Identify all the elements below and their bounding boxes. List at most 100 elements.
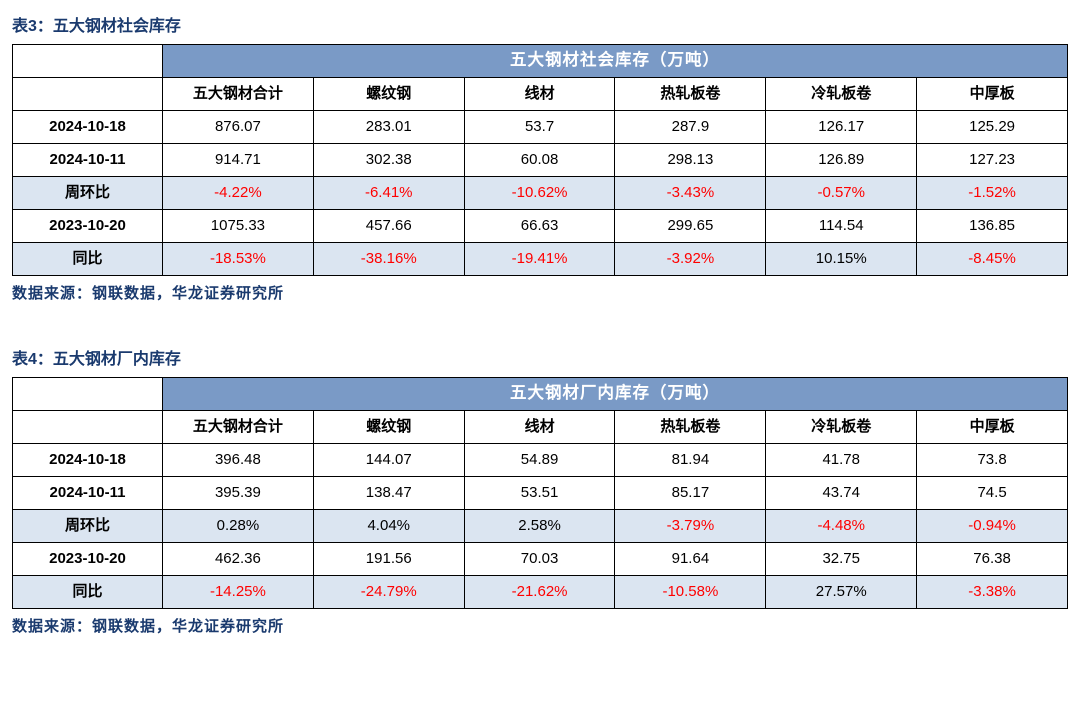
data-cell: -8.45%: [917, 243, 1068, 276]
data-cell: 41.78: [766, 444, 917, 477]
data-table: 五大钢材厂内库存（万吨）五大钢材合计螺纹钢线材热轧板卷冷轧板卷中厚板2024-1…: [12, 377, 1068, 609]
data-cell: 127.23: [917, 144, 1068, 177]
data-cell: 144.07: [313, 444, 464, 477]
data-cell: 396.48: [163, 444, 314, 477]
column-header: 线材: [464, 78, 615, 111]
table-row: 2024-10-18396.48144.0754.8981.9441.7873.…: [13, 444, 1068, 477]
row-label: 2024-10-11: [13, 477, 163, 510]
column-header: 螺纹钢: [313, 411, 464, 444]
data-cell: 126.17: [766, 111, 917, 144]
header-empty: [13, 411, 163, 444]
data-cell: 191.56: [313, 543, 464, 576]
data-cell: -10.58%: [615, 576, 766, 609]
data-cell: 66.63: [464, 210, 615, 243]
table-row: 周环比-4.22%-6.41%-10.62%-3.43%-0.57%-1.52%: [13, 177, 1068, 210]
data-cell: 74.5: [917, 477, 1068, 510]
data-cell: 2.58%: [464, 510, 615, 543]
corner-cell: [13, 45, 163, 78]
data-cell: -0.94%: [917, 510, 1068, 543]
data-cell: 10.15%: [766, 243, 917, 276]
column-header: 螺纹钢: [313, 78, 464, 111]
data-source: 数据来源：钢联数据，华龙证券研究所: [12, 615, 1068, 636]
data-cell: -18.53%: [163, 243, 314, 276]
data-cell: -19.41%: [464, 243, 615, 276]
table-row: 2023-10-20462.36191.5670.0391.6432.7576.…: [13, 543, 1068, 576]
data-cell: 876.07: [163, 111, 314, 144]
data-cell: 126.89: [766, 144, 917, 177]
column-header: 五大钢材合计: [163, 78, 314, 111]
data-cell: -4.48%: [766, 510, 917, 543]
row-label: 周环比: [13, 177, 163, 210]
row-label: 2023-10-20: [13, 210, 163, 243]
table-block-1: 表4：五大钢材厂内库存五大钢材厂内库存（万吨）五大钢材合计螺纹钢线材热轧板卷冷轧…: [12, 345, 1068, 636]
data-cell: -38.16%: [313, 243, 464, 276]
data-cell: -3.38%: [917, 576, 1068, 609]
table-caption: 表3：五大钢材社会库存: [12, 12, 1068, 36]
data-cell: -24.79%: [313, 576, 464, 609]
data-cell: 85.17: [615, 477, 766, 510]
data-cell: 138.47: [313, 477, 464, 510]
row-label: 2024-10-11: [13, 144, 163, 177]
data-cell: 91.64: [615, 543, 766, 576]
row-label: 周环比: [13, 510, 163, 543]
column-header: 热轧板卷: [615, 78, 766, 111]
data-cell: 27.57%: [766, 576, 917, 609]
corner-cell: [13, 378, 163, 411]
data-cell: 136.85: [917, 210, 1068, 243]
column-header: 五大钢材合计: [163, 411, 314, 444]
data-cell: 125.29: [917, 111, 1068, 144]
table-block-0: 表3：五大钢材社会库存五大钢材社会库存（万吨）五大钢材合计螺纹钢线材热轧板卷冷轧…: [12, 12, 1068, 303]
data-cell: 73.8: [917, 444, 1068, 477]
data-cell: 43.74: [766, 477, 917, 510]
data-cell: 54.89: [464, 444, 615, 477]
data-cell: 32.75: [766, 543, 917, 576]
data-cell: -3.43%: [615, 177, 766, 210]
table-row: 同比-18.53%-38.16%-19.41%-3.92%10.15%-8.45…: [13, 243, 1068, 276]
data-cell: 0.28%: [163, 510, 314, 543]
data-cell: 60.08: [464, 144, 615, 177]
column-header: 中厚板: [917, 78, 1068, 111]
data-cell: 4.04%: [313, 510, 464, 543]
column-header: 中厚板: [917, 411, 1068, 444]
header-empty: [13, 78, 163, 111]
row-label: 2024-10-18: [13, 444, 163, 477]
column-header: 冷轧板卷: [766, 411, 917, 444]
data-cell: -0.57%: [766, 177, 917, 210]
row-label: 同比: [13, 243, 163, 276]
data-cell: 70.03: [464, 543, 615, 576]
data-cell: -3.92%: [615, 243, 766, 276]
table-banner: 五大钢材社会库存（万吨）: [163, 45, 1068, 78]
data-cell: 462.36: [163, 543, 314, 576]
table-row: 2024-10-11395.39138.4753.5185.1743.7474.…: [13, 477, 1068, 510]
data-cell: 53.7: [464, 111, 615, 144]
data-cell: -21.62%: [464, 576, 615, 609]
row-label: 2024-10-18: [13, 111, 163, 144]
data-cell: -10.62%: [464, 177, 615, 210]
table-row: 同比-14.25%-24.79%-21.62%-10.58%27.57%-3.3…: [13, 576, 1068, 609]
column-header: 热轧板卷: [615, 411, 766, 444]
table-row: 2023-10-201075.33457.6666.63299.65114.54…: [13, 210, 1068, 243]
table-row: 2024-10-18876.07283.0153.7287.9126.17125…: [13, 111, 1068, 144]
table-row: 2024-10-11914.71302.3860.08298.13126.891…: [13, 144, 1068, 177]
data-cell: 914.71: [163, 144, 314, 177]
data-cell: 1075.33: [163, 210, 314, 243]
data-cell: 457.66: [313, 210, 464, 243]
data-cell: -14.25%: [163, 576, 314, 609]
data-cell: 395.39: [163, 477, 314, 510]
data-table: 五大钢材社会库存（万吨）五大钢材合计螺纹钢线材热轧板卷冷轧板卷中厚板2024-1…: [12, 44, 1068, 276]
row-label: 2023-10-20: [13, 543, 163, 576]
data-cell: 114.54: [766, 210, 917, 243]
row-label: 同比: [13, 576, 163, 609]
data-cell: 298.13: [615, 144, 766, 177]
data-cell: -1.52%: [917, 177, 1068, 210]
data-cell: 283.01: [313, 111, 464, 144]
data-cell: -3.79%: [615, 510, 766, 543]
data-cell: 76.38: [917, 543, 1068, 576]
table-caption: 表4：五大钢材厂内库存: [12, 345, 1068, 369]
data-cell: -4.22%: [163, 177, 314, 210]
column-header: 线材: [464, 411, 615, 444]
data-cell: 302.38: [313, 144, 464, 177]
data-cell: 299.65: [615, 210, 766, 243]
data-cell: 53.51: [464, 477, 615, 510]
column-header: 冷轧板卷: [766, 78, 917, 111]
